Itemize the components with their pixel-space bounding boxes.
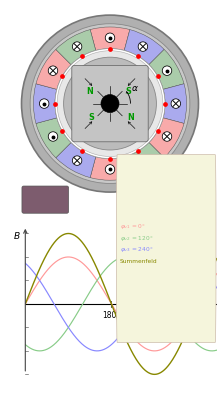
- Circle shape: [55, 49, 165, 159]
- Circle shape: [162, 66, 172, 75]
- FancyBboxPatch shape: [72, 65, 148, 142]
- Circle shape: [30, 24, 190, 183]
- Wedge shape: [36, 50, 71, 89]
- Text: α: α: [205, 311, 210, 320]
- Wedge shape: [124, 30, 164, 65]
- Wedge shape: [163, 84, 187, 124]
- Circle shape: [171, 99, 181, 109]
- Text: $\alpha$: $\alpha$: [131, 84, 139, 93]
- Wedge shape: [124, 143, 164, 177]
- Circle shape: [105, 33, 115, 42]
- Circle shape: [39, 99, 49, 109]
- Circle shape: [57, 51, 163, 156]
- Text: $\varphi_{u3}$ = 240°: $\varphi_{u3}$ = 240°: [120, 246, 154, 255]
- Text: N: N: [86, 87, 93, 96]
- Text: 180°: 180°: [102, 311, 121, 320]
- Wedge shape: [149, 50, 184, 89]
- Circle shape: [64, 57, 156, 150]
- FancyBboxPatch shape: [22, 186, 69, 213]
- Circle shape: [162, 132, 172, 141]
- Wedge shape: [33, 84, 57, 124]
- Wedge shape: [149, 118, 184, 158]
- Circle shape: [22, 15, 198, 192]
- Text: $\varphi_{u1}$ = 0°: $\varphi_{u1}$ = 0°: [120, 223, 146, 231]
- Circle shape: [101, 95, 119, 112]
- Wedge shape: [90, 157, 130, 180]
- Circle shape: [138, 156, 148, 166]
- Wedge shape: [56, 30, 96, 65]
- FancyBboxPatch shape: [151, 186, 198, 213]
- Text: S: S: [89, 113, 95, 122]
- Wedge shape: [36, 118, 71, 158]
- Circle shape: [138, 42, 148, 51]
- Text: $\varphi_{u2}$ = 120°: $\varphi_{u2}$ = 120°: [120, 234, 154, 243]
- Circle shape: [48, 66, 58, 75]
- Text: N: N: [127, 113, 134, 122]
- Text: 360°: 360°: [188, 311, 207, 320]
- Wedge shape: [56, 143, 96, 177]
- Circle shape: [72, 156, 82, 166]
- Circle shape: [48, 132, 58, 141]
- Text: Summenfeld: Summenfeld: [120, 259, 158, 264]
- Text: B: B: [14, 232, 20, 241]
- Circle shape: [72, 42, 82, 51]
- Text: S: S: [125, 87, 131, 96]
- Circle shape: [105, 165, 115, 174]
- FancyBboxPatch shape: [116, 154, 216, 343]
- Wedge shape: [90, 27, 130, 50]
